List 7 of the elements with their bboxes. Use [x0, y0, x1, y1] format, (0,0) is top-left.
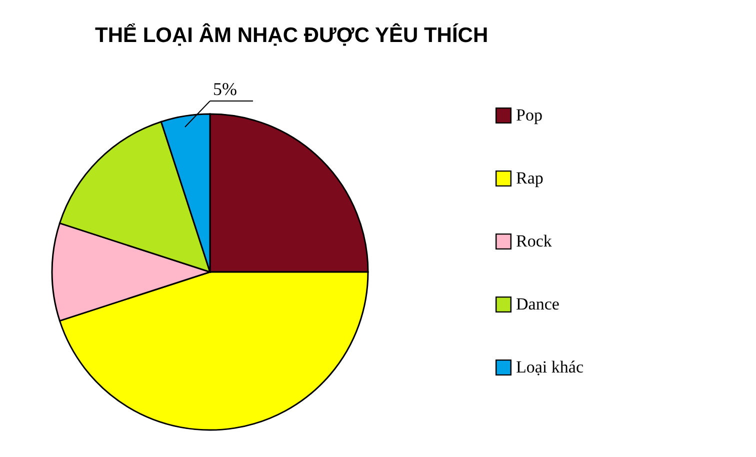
legend-label: Rap	[516, 168, 544, 188]
legend-label: Pop	[516, 106, 542, 124]
chart-title: THỂ LOẠI ÂM NHẠC ĐƯỢC YÊU THÍCH	[95, 23, 488, 47]
legend-label: Rock	[516, 232, 552, 250]
legend-label: Dance	[516, 294, 560, 314]
legend-label: Loại khác	[516, 358, 584, 376]
text: 5%	[213, 79, 237, 99]
